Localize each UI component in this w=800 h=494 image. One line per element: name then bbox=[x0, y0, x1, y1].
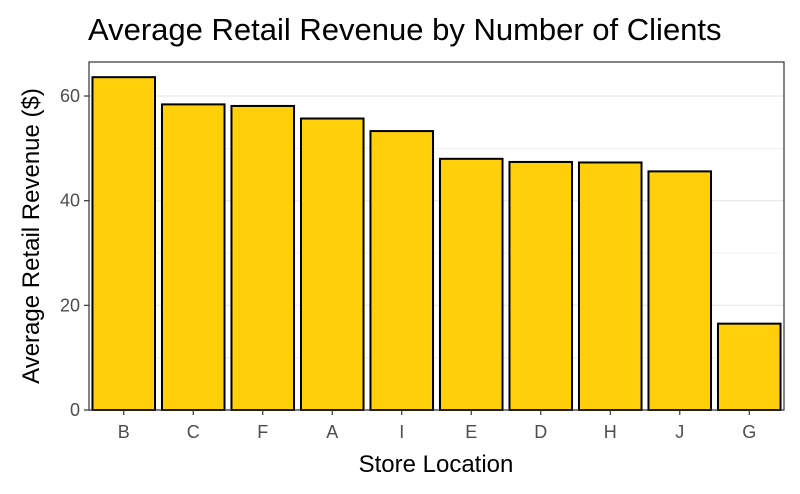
x-tick-label: D bbox=[534, 422, 547, 442]
plot-panel: 0 20 40 60 B C F A I E D H J G bbox=[60, 61, 785, 442]
x-tick-label: H bbox=[604, 422, 617, 442]
x-tick-label: G bbox=[742, 422, 756, 442]
x-tick-label: B bbox=[118, 422, 130, 442]
bar-E bbox=[438, 157, 504, 411]
y-tick-label: 20 bbox=[60, 295, 80, 315]
bar-A bbox=[299, 117, 365, 411]
bar-D bbox=[508, 160, 574, 411]
bar-B bbox=[91, 76, 157, 412]
bar-J bbox=[647, 170, 713, 411]
panel-border bbox=[88, 61, 785, 411]
y-tick-label: 0 bbox=[70, 400, 80, 420]
x-tick-label: E bbox=[465, 422, 477, 442]
x-tick-label: F bbox=[257, 422, 268, 442]
x-tick-label: C bbox=[187, 422, 200, 442]
bar-I bbox=[369, 130, 435, 411]
chart-title: Average Retail Revenue by Number of Clie… bbox=[88, 12, 722, 47]
x-tick-label: J bbox=[675, 422, 684, 442]
bar-H bbox=[577, 161, 643, 411]
x-axis-title: Store Location bbox=[359, 451, 514, 478]
x-tick-label: I bbox=[399, 422, 404, 442]
y-axis-title: Average Retail Revenue ($) bbox=[18, 88, 45, 384]
bar-C bbox=[160, 103, 226, 411]
y-tick-label: 40 bbox=[60, 191, 80, 211]
y-tick-label: 60 bbox=[60, 86, 80, 106]
bar-G bbox=[716, 322, 782, 412]
bar-F bbox=[230, 104, 296, 412]
x-tick-label: A bbox=[326, 422, 338, 442]
